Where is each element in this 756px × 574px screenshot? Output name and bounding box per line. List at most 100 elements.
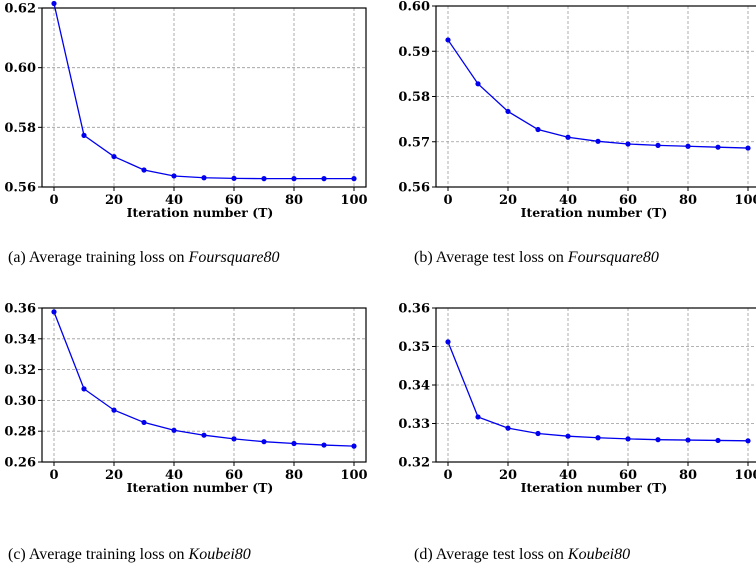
x-tick-label: 60 [225,468,243,483]
data-point [81,386,87,392]
data-point [745,438,751,444]
y-tick-label: 0.36 [398,302,430,317]
data-point [111,153,117,160]
caption-dataset: Koubei80 [188,546,251,563]
y-tick-label: 0.34 [4,332,36,347]
y-tick-label: 0.32 [398,456,430,471]
y-tick-label: 0.60 [398,0,430,15]
x-tick-label: 0 [49,193,58,208]
x-tick-label: 40 [559,468,577,483]
data-point [655,437,661,443]
data-point [715,144,721,150]
x-tick-label: 20 [105,468,123,483]
subfigure-caption: (a) Average training loss on Foursquare8… [8,249,280,266]
data-point [231,175,237,181]
data-point [535,126,541,133]
x-tick-label: 20 [499,468,517,483]
y-tick-label: 0.36 [4,302,36,317]
data-point [505,425,511,431]
data-point [655,142,661,148]
x-tick-label: 0 [443,193,452,208]
x-tick-label: 80 [285,193,303,208]
x-axis-label: Iteration number (T) [521,205,668,220]
data-point [445,37,451,43]
y-tick-label: 0.35 [398,340,430,355]
data-point [261,176,267,182]
data-point [445,339,451,345]
x-tick-label: 20 [499,193,517,208]
x-tick-label: 100 [340,468,367,483]
y-tick-label: 0.28 [4,425,36,440]
x-axis-label: Iteration number (T) [127,205,274,220]
data-point [201,175,207,181]
data-point [625,436,631,442]
y-tick-label: 0.56 [398,181,430,196]
data-point [595,435,601,441]
data-point [475,414,481,420]
x-axis-label: Iteration number (T) [127,480,274,495]
data-point [171,173,177,179]
caption-prefix: (a) Average training loss on [8,249,189,266]
subfigure-caption: (b) Average test loss on Foursquare80 [414,249,659,266]
data-point [351,176,357,182]
x-tick-label: 60 [225,193,243,208]
y-tick-label: 0.58 [398,90,430,105]
x-tick-label: 40 [165,193,183,208]
data-point [625,141,631,147]
data-point [321,442,327,448]
x-tick-label: 60 [619,468,637,483]
data-point [535,430,541,437]
y-tick-label: 0.33 [398,417,430,432]
x-tick-label: 80 [679,468,697,483]
caption-dataset: Koubei80 [567,546,630,563]
plot-frame [41,307,367,463]
caption-prefix: (d) Average test loss on [414,546,568,563]
caption-prefix: (c) Average training loss on [8,546,189,563]
y-tick-label: 0.58 [4,121,36,136]
y-tick-label: 0.34 [398,379,430,394]
series-line [53,311,355,447]
data-point [201,432,207,438]
x-tick-label: 80 [679,193,697,208]
data-point [685,143,691,149]
y-tick-label: 0.60 [4,61,36,76]
y-tick-label: 0.57 [398,135,430,150]
data-point [111,407,117,413]
plot-frame [41,7,367,188]
y-tick-label: 0.32 [4,363,36,378]
data-point [565,134,571,140]
data-point [565,433,571,439]
caption-dataset: Foursquare80 [567,249,659,266]
y-tick-label: 0.59 [398,45,430,60]
data-point [321,176,327,182]
data-point [351,443,357,449]
x-tick-label: 20 [105,193,123,208]
data-point [505,108,511,115]
x-axis-label: Iteration number (T) [521,480,668,495]
caption-prefix: (b) Average test loss on [414,249,568,266]
chart-panel: 0 20 40 60 80 100 0.32 0.33 0.34 0.35 0.36 Iteratio… [398,302,756,563]
x-tick-label: 60 [619,193,637,208]
data-point [81,132,87,138]
series-line [447,341,749,442]
data-point [715,437,721,444]
data-point [685,437,691,443]
data-point [231,436,237,442]
subfigure-caption: (d) Average test loss on Koubei80 [414,546,630,563]
chart-panel: 0 20 40 60 80 100 0.56 0.58 0.60 0.62 Iteration nu… [4,0,368,266]
x-tick-label: 40 [165,468,183,483]
chart-panel: 0 20 40 60 80 100 0.26 0.28 0.30 0.32 0.34 0.36 Iter… [4,302,367,564]
data-point [141,167,147,173]
series-line [53,3,354,180]
data-point [745,145,751,151]
y-tick-label: 0.62 [4,2,36,17]
data-point [51,0,57,7]
data-point [291,176,297,182]
data-point [261,439,267,445]
x-tick-label: 100 [734,468,756,483]
y-tick-label: 0.30 [4,394,36,409]
caption-dataset: Foursquare80 [188,249,280,266]
data-point [51,309,57,315]
x-tick-label: 40 [559,193,577,208]
